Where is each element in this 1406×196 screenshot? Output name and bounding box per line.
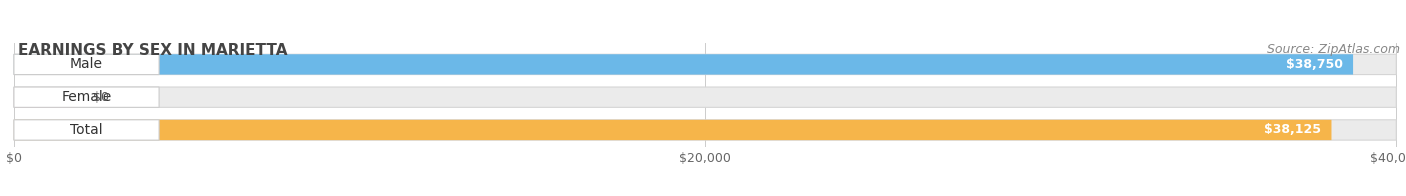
Text: EARNINGS BY SEX IN MARIETTA: EARNINGS BY SEX IN MARIETTA: [18, 43, 288, 58]
FancyBboxPatch shape: [14, 120, 159, 140]
Text: Total: Total: [70, 123, 103, 137]
Text: Source: ZipAtlas.com: Source: ZipAtlas.com: [1267, 43, 1400, 56]
FancyBboxPatch shape: [14, 87, 76, 107]
FancyBboxPatch shape: [14, 120, 1396, 140]
FancyBboxPatch shape: [14, 54, 1353, 75]
Text: Male: Male: [70, 57, 103, 71]
FancyBboxPatch shape: [14, 120, 1331, 140]
Text: $0: $0: [93, 91, 110, 104]
Text: Female: Female: [62, 90, 111, 104]
FancyBboxPatch shape: [14, 54, 1396, 75]
FancyBboxPatch shape: [14, 87, 159, 107]
Text: $38,125: $38,125: [1264, 123, 1322, 136]
Text: $38,750: $38,750: [1285, 58, 1343, 71]
FancyBboxPatch shape: [14, 87, 1396, 107]
FancyBboxPatch shape: [14, 54, 159, 75]
